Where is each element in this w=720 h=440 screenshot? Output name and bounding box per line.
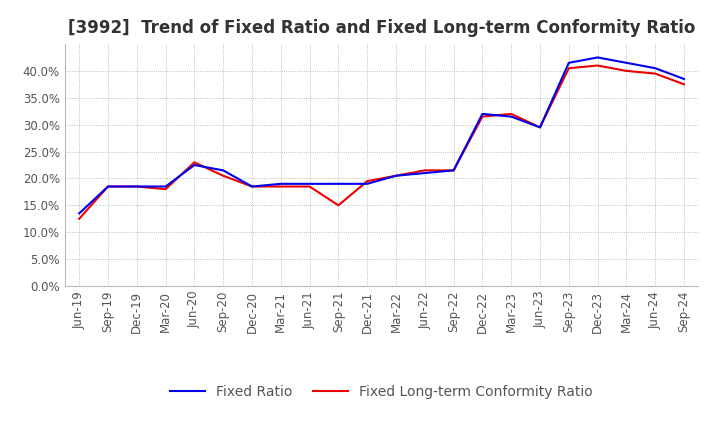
Fixed Long-term Conformity Ratio: [75, 216, 84, 221]
Fixed Long-term Conformity Ratio: [449, 168, 458, 173]
Fixed Long-term Conformity Ratio: [104, 184, 112, 189]
Fixed Ratio: [680, 76, 688, 81]
Fixed Long-term Conformity Ratio: [507, 111, 516, 117]
Fixed Long-term Conformity Ratio: [478, 114, 487, 119]
Fixed Ratio: [507, 114, 516, 119]
Fixed Ratio: [363, 181, 372, 187]
Fixed Ratio: [104, 184, 112, 189]
Fixed Long-term Conformity Ratio: [248, 184, 256, 189]
Fixed Long-term Conformity Ratio: [564, 66, 573, 71]
Line: Fixed Long-term Conformity Ratio: Fixed Long-term Conformity Ratio: [79, 66, 684, 219]
Fixed Ratio: [536, 125, 544, 130]
Fixed Ratio: [622, 60, 631, 66]
Fixed Long-term Conformity Ratio: [161, 187, 170, 192]
Fixed Long-term Conformity Ratio: [622, 68, 631, 73]
Fixed Ratio: [161, 184, 170, 189]
Fixed Ratio: [392, 173, 400, 178]
Fixed Long-term Conformity Ratio: [680, 82, 688, 87]
Fixed Ratio: [593, 55, 602, 60]
Line: Fixed Ratio: Fixed Ratio: [79, 58, 684, 213]
Fixed Long-term Conformity Ratio: [276, 184, 285, 189]
Fixed Long-term Conformity Ratio: [219, 173, 228, 178]
Fixed Long-term Conformity Ratio: [132, 184, 141, 189]
Fixed Ratio: [420, 170, 429, 176]
Fixed Ratio: [334, 181, 343, 187]
Fixed Long-term Conformity Ratio: [190, 160, 199, 165]
Fixed Long-term Conformity Ratio: [536, 125, 544, 130]
Fixed Long-term Conformity Ratio: [593, 63, 602, 68]
Fixed Ratio: [651, 66, 660, 71]
Fixed Ratio: [449, 168, 458, 173]
Fixed Long-term Conformity Ratio: [363, 179, 372, 184]
Fixed Ratio: [219, 168, 228, 173]
Fixed Ratio: [248, 184, 256, 189]
Fixed Ratio: [276, 181, 285, 187]
Title: [3992]  Trend of Fixed Ratio and Fixed Long-term Conformity Ratio: [3992] Trend of Fixed Ratio and Fixed Lo…: [68, 19, 696, 37]
Fixed Long-term Conformity Ratio: [651, 71, 660, 76]
Fixed Ratio: [478, 111, 487, 117]
Fixed Ratio: [190, 162, 199, 168]
Fixed Long-term Conformity Ratio: [334, 203, 343, 208]
Fixed Ratio: [305, 181, 314, 187]
Fixed Long-term Conformity Ratio: [420, 168, 429, 173]
Fixed Ratio: [564, 60, 573, 66]
Fixed Long-term Conformity Ratio: [305, 184, 314, 189]
Fixed Ratio: [132, 184, 141, 189]
Fixed Long-term Conformity Ratio: [392, 173, 400, 178]
Legend: Fixed Ratio, Fixed Long-term Conformity Ratio: Fixed Ratio, Fixed Long-term Conformity …: [165, 380, 598, 405]
Fixed Ratio: [75, 211, 84, 216]
